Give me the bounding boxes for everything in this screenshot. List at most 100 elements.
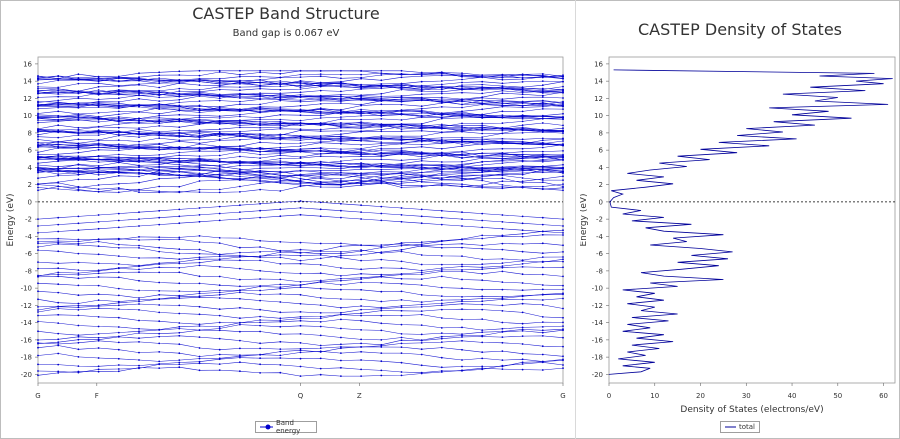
band-point (319, 281, 322, 284)
band-point (37, 89, 39, 92)
band-point (380, 300, 383, 303)
band-point (279, 88, 282, 91)
band-point (97, 93, 100, 96)
band-point (259, 121, 261, 123)
band-point (239, 121, 241, 124)
band-point (178, 334, 181, 337)
band-point (117, 117, 120, 120)
band-point (218, 255, 221, 258)
band-point (97, 91, 100, 93)
band-point (239, 161, 241, 163)
band-point (259, 176, 261, 179)
band-point (239, 138, 241, 141)
band-point (158, 163, 161, 166)
band-point (178, 151, 181, 154)
band-point (138, 279, 140, 282)
band-point (77, 148, 80, 151)
band-point (198, 325, 201, 327)
band-point (138, 289, 140, 292)
band-point (259, 324, 261, 327)
band-point (239, 246, 241, 249)
band-point (97, 238, 100, 241)
band-point (380, 115, 383, 117)
band-point (340, 275, 342, 277)
band-point (178, 282, 181, 285)
band-point (138, 239, 140, 241)
band-point (57, 338, 60, 341)
band-point (138, 117, 140, 120)
band-point (340, 108, 342, 111)
band-point (259, 81, 261, 84)
band-ytick-label: -12 (21, 302, 32, 310)
dos-legend-line-icon (725, 426, 736, 428)
band-point (420, 122, 423, 125)
band-ytick-label: 6 (28, 147, 33, 155)
band-point (562, 140, 564, 142)
band-point (239, 211, 241, 214)
band-point (440, 98, 443, 100)
band-point (138, 106, 140, 108)
band-point (279, 113, 282, 116)
band-point (521, 222, 524, 225)
band-point (239, 339, 241, 342)
band-xtick-label: G (35, 392, 40, 400)
band-point (198, 149, 201, 152)
band-point (440, 216, 443, 219)
band-point (562, 166, 564, 169)
band-point (562, 108, 564, 110)
band-point (380, 170, 383, 173)
band-point (218, 219, 221, 222)
band-point (562, 175, 564, 178)
band-point (279, 271, 282, 274)
band-point (340, 366, 342, 369)
band-point (299, 177, 302, 180)
band-point (461, 74, 463, 76)
band-point (57, 185, 60, 188)
band-point (319, 347, 322, 349)
band-point (562, 97, 564, 99)
band-point (541, 143, 544, 146)
band-point (501, 87, 504, 90)
band-point (178, 174, 181, 177)
band-point (481, 117, 484, 119)
band-point (77, 163, 80, 166)
band-point (481, 80, 484, 83)
band-point (117, 75, 120, 78)
band-point (198, 169, 201, 172)
band-point (461, 75, 463, 78)
band-point (340, 284, 342, 286)
band-point (420, 164, 423, 167)
band-point (259, 182, 261, 185)
band-point (97, 262, 100, 265)
band-point (138, 181, 140, 184)
band-point (340, 150, 342, 153)
band-point (501, 82, 504, 85)
band-point (37, 177, 39, 180)
band-point (380, 151, 383, 154)
band-point (521, 185, 524, 188)
band-point (218, 171, 221, 173)
band-point (279, 283, 282, 286)
band-point (37, 298, 39, 301)
band-point (158, 311, 161, 314)
band-point (239, 347, 241, 350)
band-point (117, 153, 120, 156)
band-point (158, 246, 161, 249)
band-point (259, 141, 261, 144)
band-point (521, 117, 524, 120)
band-point (239, 175, 241, 178)
band-point (319, 312, 322, 314)
band-point (77, 128, 80, 131)
band-point (521, 128, 524, 131)
band-point (198, 121, 201, 124)
band-point (259, 97, 261, 100)
band-point (400, 174, 403, 177)
band-point (77, 106, 80, 109)
band-point (178, 215, 181, 218)
band-point (360, 172, 362, 175)
band-point (481, 166, 484, 169)
band-point (319, 357, 322, 360)
band-point (279, 208, 282, 211)
band-point (360, 338, 362, 341)
band-point (541, 88, 544, 91)
